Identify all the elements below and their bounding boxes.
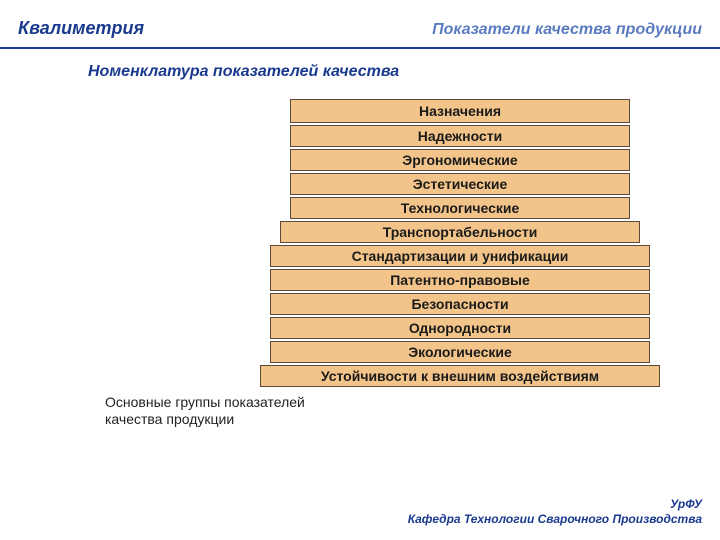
footer: УрФУ Кафедра Технологии Сварочного Произ… (408, 497, 702, 528)
category-row: Стандартизации и унификации (270, 245, 650, 267)
category-row: Надежности (290, 125, 630, 147)
footer-line-2: Кафедра Технологии Сварочного Производст… (408, 512, 702, 528)
page-title: Квалиметрия (18, 18, 144, 39)
category-row: Безопасности (270, 293, 650, 315)
category-row: Устойчивости к внешним воздействиям (260, 365, 660, 387)
category-row: Патентно-правовые (270, 269, 650, 291)
category-row: Транспортабельности (280, 221, 640, 243)
category-row: Эстетические (290, 173, 630, 195)
category-stack: НазначенияНадежностиЭргономическиеЭстети… (260, 99, 660, 389)
category-row: Назначения (290, 99, 630, 123)
category-row: Эргономические (290, 149, 630, 171)
caption-text: Основные группы показателей качества про… (105, 394, 305, 428)
category-row: Однородности (270, 317, 650, 339)
page-subtitle-right: Показатели качества продукции (432, 21, 702, 39)
category-row: Технологические (290, 197, 630, 219)
footer-line-1: УрФУ (408, 497, 702, 513)
header-divider (0, 47, 720, 49)
header: Квалиметрия Показатели качества продукци… (0, 0, 720, 39)
section-subtitle: Номенклатура показателей качества (88, 63, 720, 81)
category-row: Экологические (270, 341, 650, 363)
